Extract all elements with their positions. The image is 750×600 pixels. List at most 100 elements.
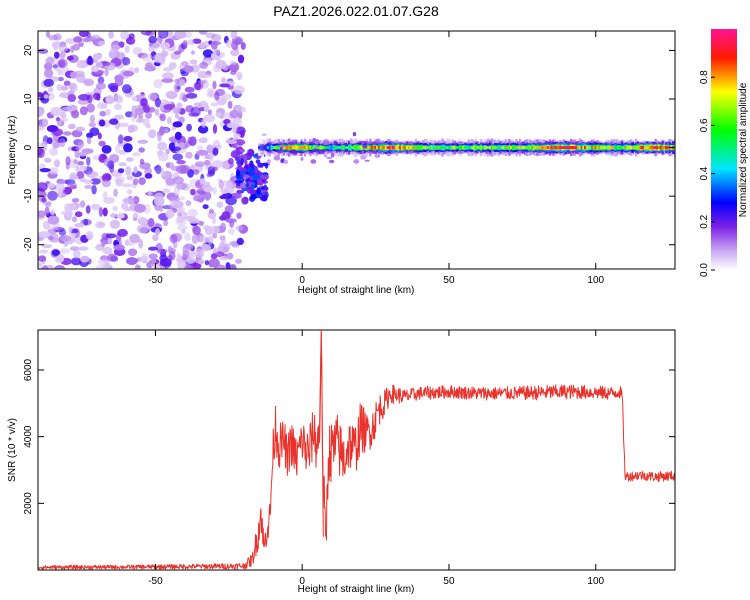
noise-blob xyxy=(105,108,111,116)
signal-band-cell xyxy=(488,146,492,149)
noise-blob xyxy=(66,104,78,112)
noise-blob xyxy=(38,262,42,268)
noise-blob xyxy=(57,69,62,76)
signal-band-cell xyxy=(555,146,559,149)
noise-blob xyxy=(110,213,117,218)
noise-blob xyxy=(197,80,207,84)
noise-blob xyxy=(89,114,95,124)
signal-band-cell xyxy=(379,146,383,149)
signal-band-cell xyxy=(656,146,659,149)
noise-blob xyxy=(202,49,214,58)
noise-blob xyxy=(70,232,77,238)
signal-band-cell xyxy=(261,146,265,149)
noise-blob xyxy=(98,207,104,217)
noise-blob xyxy=(118,149,127,155)
noise-blob xyxy=(134,264,141,269)
band-fleck xyxy=(328,159,335,164)
noise-blob xyxy=(70,246,79,251)
noise-blob xyxy=(51,41,63,48)
signal-band-cell xyxy=(635,146,638,150)
signal-band-cell xyxy=(665,146,668,149)
signal-band-cell xyxy=(645,145,649,150)
noise-blob xyxy=(227,100,233,109)
noise-blob xyxy=(186,257,196,264)
noise-blob xyxy=(163,128,169,133)
signal-band-cell xyxy=(527,146,530,149)
signal-band-cell xyxy=(300,146,303,149)
signal-band-cell xyxy=(443,145,446,150)
signal-band-cell xyxy=(356,146,360,149)
band-fleck xyxy=(298,154,303,157)
noise-blob xyxy=(213,48,220,56)
noise-blob xyxy=(132,212,139,219)
noise-blob xyxy=(48,167,59,175)
signal-band-cell xyxy=(490,146,494,150)
colorbar: 0.0 0.2 0.4 0.6 0.8 Normalized spectral ampl… xyxy=(699,29,749,277)
noise-blob xyxy=(203,190,212,201)
noise-blob xyxy=(177,212,182,217)
signal-band-cell xyxy=(367,146,370,150)
band-fleck xyxy=(360,154,367,160)
noise-blob xyxy=(109,44,121,51)
band-fleck xyxy=(296,141,301,145)
noise-blob xyxy=(173,176,184,185)
noise-blob xyxy=(219,222,227,233)
noise-blob xyxy=(114,74,124,83)
signal-band-cell xyxy=(575,146,578,149)
noise-blob xyxy=(45,201,52,208)
noise-blob xyxy=(186,123,193,132)
spectrogram-signal-band xyxy=(258,132,675,164)
signal-band-cell xyxy=(650,145,654,150)
noise-blob xyxy=(38,210,46,218)
spectrogram-y-ticks: -20 -10 0 10 20 xyxy=(23,44,675,252)
noise-blob xyxy=(240,42,246,50)
noise-blob xyxy=(188,218,200,224)
noise-blob xyxy=(96,82,106,90)
transition-blob xyxy=(236,183,241,187)
signal-band-cell xyxy=(349,146,353,149)
noise-blob xyxy=(42,264,49,269)
signal-band-cell xyxy=(539,146,543,149)
signal-band-cell xyxy=(360,145,363,150)
band-fleck xyxy=(266,159,271,164)
signal-band-cell xyxy=(569,146,573,150)
signal-band-cell xyxy=(562,146,566,150)
noise-blob xyxy=(198,235,209,244)
signal-band-cell xyxy=(432,146,435,149)
x-tick-label: 0 xyxy=(299,576,305,587)
signal-band-cell xyxy=(351,146,354,149)
noise-blob xyxy=(89,127,100,136)
signal-band-cell xyxy=(414,145,418,150)
signal-band-cell xyxy=(425,146,428,149)
signal-band-cell xyxy=(585,146,589,149)
noise-blob xyxy=(190,188,196,196)
noise-blob xyxy=(160,51,167,59)
signal-band-cell xyxy=(369,146,372,149)
noise-blob xyxy=(163,219,169,227)
signal-band-cell xyxy=(613,146,617,149)
noise-blob xyxy=(235,258,242,264)
y-tick-label: 20 xyxy=(23,44,34,56)
transition-blob xyxy=(239,148,245,153)
signal-band-cell xyxy=(328,146,331,150)
noise-blob xyxy=(85,230,94,240)
noise-blob xyxy=(174,113,180,119)
noise-blob xyxy=(134,67,140,73)
noise-blob xyxy=(210,102,219,107)
noise-blob xyxy=(74,149,80,159)
noise-blob xyxy=(117,122,129,128)
noise-blob xyxy=(159,258,172,267)
signal-band-cell xyxy=(448,146,451,149)
noise-blob xyxy=(157,141,168,151)
noise-blob xyxy=(97,76,105,84)
noise-blob xyxy=(79,200,86,208)
noise-blob xyxy=(54,159,60,168)
signal-band-cell xyxy=(638,146,641,149)
noise-blob xyxy=(140,31,152,36)
snr-panel: -50 0 50 100 2000 4000 6000 Height of straigh… xyxy=(7,329,676,595)
noise-blob xyxy=(79,165,87,171)
noise-blob xyxy=(84,184,93,190)
noise-blob xyxy=(209,152,214,162)
noise-blob xyxy=(68,83,76,91)
signal-band-cell xyxy=(453,145,457,150)
